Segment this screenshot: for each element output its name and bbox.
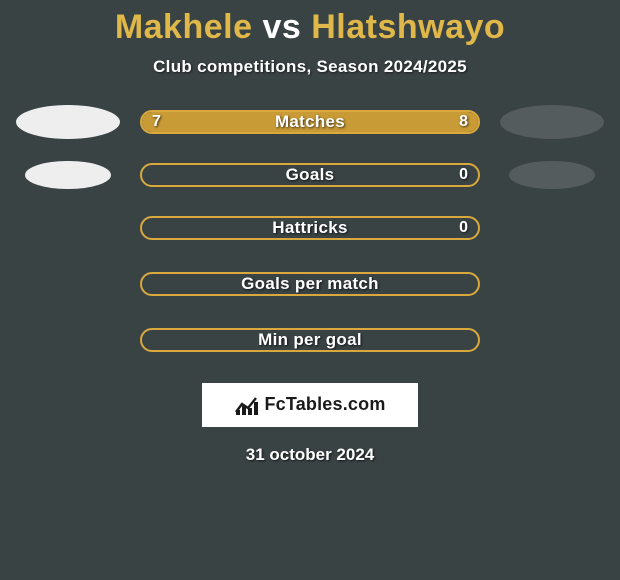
title-player2: Hlatshwayo [311,8,505,46]
stat-rows: 78Matches 0Goals 0Hattricks Goals per match… [8,105,612,379]
stat-label: Matches [142,112,478,132]
title: Makhele vs Hlatshwayo [115,8,505,47]
stat-row: 78Matches [8,105,612,139]
stat-label: Hattricks [142,218,478,238]
ellipse-left-blank [16,267,120,301]
ellipse-left [16,105,120,139]
stat-bar: Min per goal [140,328,480,352]
ellipse-right-blank [500,211,604,245]
title-player1: Makhele [115,8,253,46]
ellipse-left-blank [16,211,120,245]
ellipse-right [509,161,594,189]
stat-label: Goals per match [142,274,478,294]
ellipse-right [500,105,604,139]
stat-bar: 0Hattricks [140,216,480,240]
ellipse-left [25,161,110,189]
logo-text: FcTables.com [264,394,385,415]
ellipse-right-blank [500,323,604,357]
stat-bar: 0Goals [140,163,480,187]
ellipse-left-blank [16,323,120,357]
stat-label: Min per goal [142,330,478,350]
stat-bar: Goals per match [140,272,480,296]
chart-icon [234,394,260,416]
ellipse-right-blank [500,267,604,301]
stat-bar: 78Matches [140,110,480,134]
stat-row: 0Hattricks [8,211,612,245]
title-vs: vs [262,8,301,46]
logo-box[interactable]: FcTables.com [202,383,418,427]
date-label: 31 october 2024 [246,445,375,465]
stat-label: Goals [142,165,478,185]
stat-row: Min per goal [8,323,612,357]
stat-row: 0Goals [8,161,612,189]
subtitle: Club competitions, Season 2024/2025 [153,57,467,77]
stat-row: Goals per match [8,267,612,301]
comparison-widget: Makhele vs Hlatshwayo Club competitions,… [0,0,620,465]
